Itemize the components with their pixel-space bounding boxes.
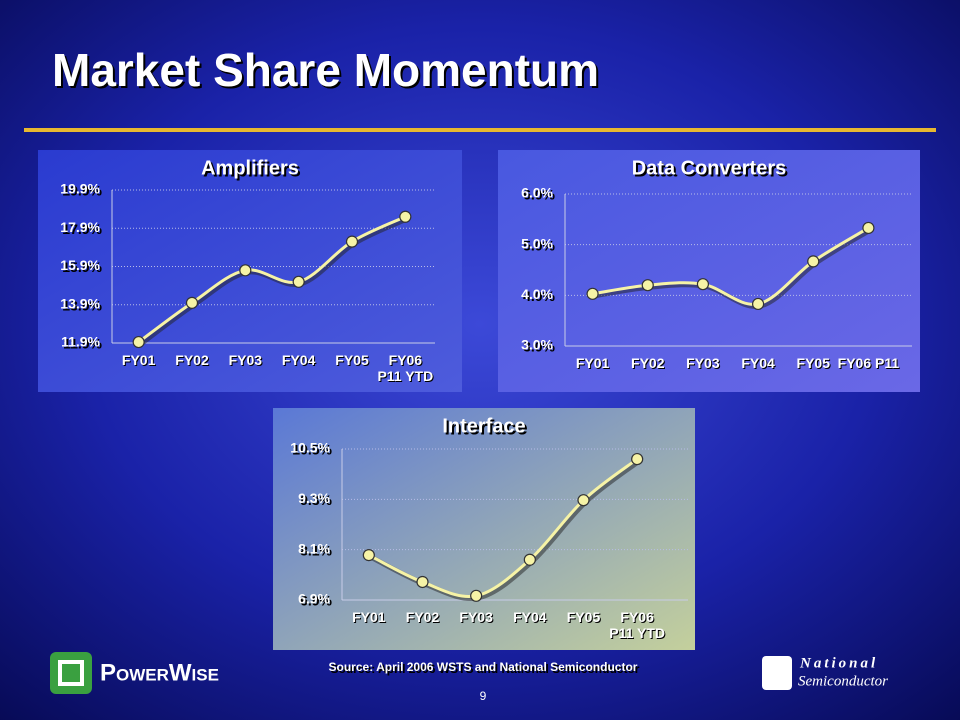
- x-tick-label: FY03: [228, 352, 263, 368]
- y-tick-label: 17.9%: [60, 219, 100, 235]
- y-tick-label: 13.9%: [60, 295, 100, 311]
- x-tick-label: FY04: [741, 355, 775, 371]
- x-tick-label: FY01: [575, 355, 610, 371]
- logo-left: PowerWise: [50, 652, 219, 694]
- point: [631, 452, 644, 466]
- point: [523, 553, 536, 566]
- chart-title: Data Converters: [632, 157, 787, 179]
- point: [132, 335, 145, 349]
- y-tick-label: 3.0%: [521, 337, 553, 353]
- point: [292, 275, 305, 288]
- y-tick-label: 6.9%: [298, 591, 330, 607]
- point: [586, 287, 599, 300]
- point: [470, 589, 483, 602]
- y-tick-label: 5.0%: [521, 235, 553, 251]
- point: [185, 296, 199, 309]
- y-tick-label: 11.9%: [61, 334, 100, 350]
- logo-right: National Semiconductor: [762, 655, 888, 690]
- point: [751, 297, 765, 311]
- x-tick-label: FY06 P11 YTD: [609, 609, 666, 641]
- x-tick-label: FY04: [281, 352, 316, 368]
- chart-title: Amplifiers: [201, 157, 299, 179]
- point: [577, 494, 590, 507]
- point: [696, 278, 710, 291]
- x-tick-label: FY05: [335, 352, 369, 368]
- x-tick-label: FY02: [631, 355, 665, 371]
- y-tick-label: 9.3%: [298, 490, 330, 506]
- y-tick-label: 10.5%: [290, 440, 330, 456]
- logo-text: Semiconductor: [798, 673, 888, 689]
- y-tick-label: 19.9%: [60, 181, 100, 197]
- y-tick-label: 6.0%: [521, 185, 553, 201]
- x-tick-label: FY03: [686, 355, 720, 371]
- x-tick-label: FY02: [175, 352, 209, 368]
- source: Source: April 2006 WSTS and National Sem…: [329, 660, 638, 674]
- x-tick-label: FY05: [566, 609, 601, 625]
- logo-text: PowerWise: [100, 659, 219, 686]
- point: [416, 575, 429, 589]
- x-tick-label: FY01: [352, 609, 386, 625]
- point: [399, 210, 412, 223]
- chart-title: Interface: [442, 415, 525, 437]
- point: [345, 235, 359, 248]
- point: [862, 221, 875, 235]
- y-tick-label: 8.1%: [298, 540, 330, 556]
- divider: [24, 128, 936, 132]
- x-tick-label: FY04: [513, 609, 547, 625]
- x-tick-label: FY02: [405, 609, 440, 625]
- slide-title: Market Share Momentum: [52, 44, 599, 96]
- x-tick-label: FY03: [459, 609, 493, 625]
- point: [239, 264, 252, 277]
- panel: [498, 150, 920, 392]
- x-tick-label: FY05: [796, 355, 830, 371]
- logo-text: National: [799, 655, 878, 671]
- x-tick-label: FY06 P11: [837, 355, 900, 371]
- x-tick-label: FY06 P11 YTD: [377, 352, 434, 384]
- point: [641, 279, 654, 292]
- page-number: 9: [480, 689, 487, 703]
- y-tick-label: 15.9%: [60, 257, 100, 273]
- point: [362, 549, 375, 562]
- point: [807, 255, 820, 268]
- y-tick-label: 4.0%: [521, 286, 553, 302]
- panel: [273, 408, 695, 650]
- x-tick-label: FY01: [121, 352, 156, 368]
